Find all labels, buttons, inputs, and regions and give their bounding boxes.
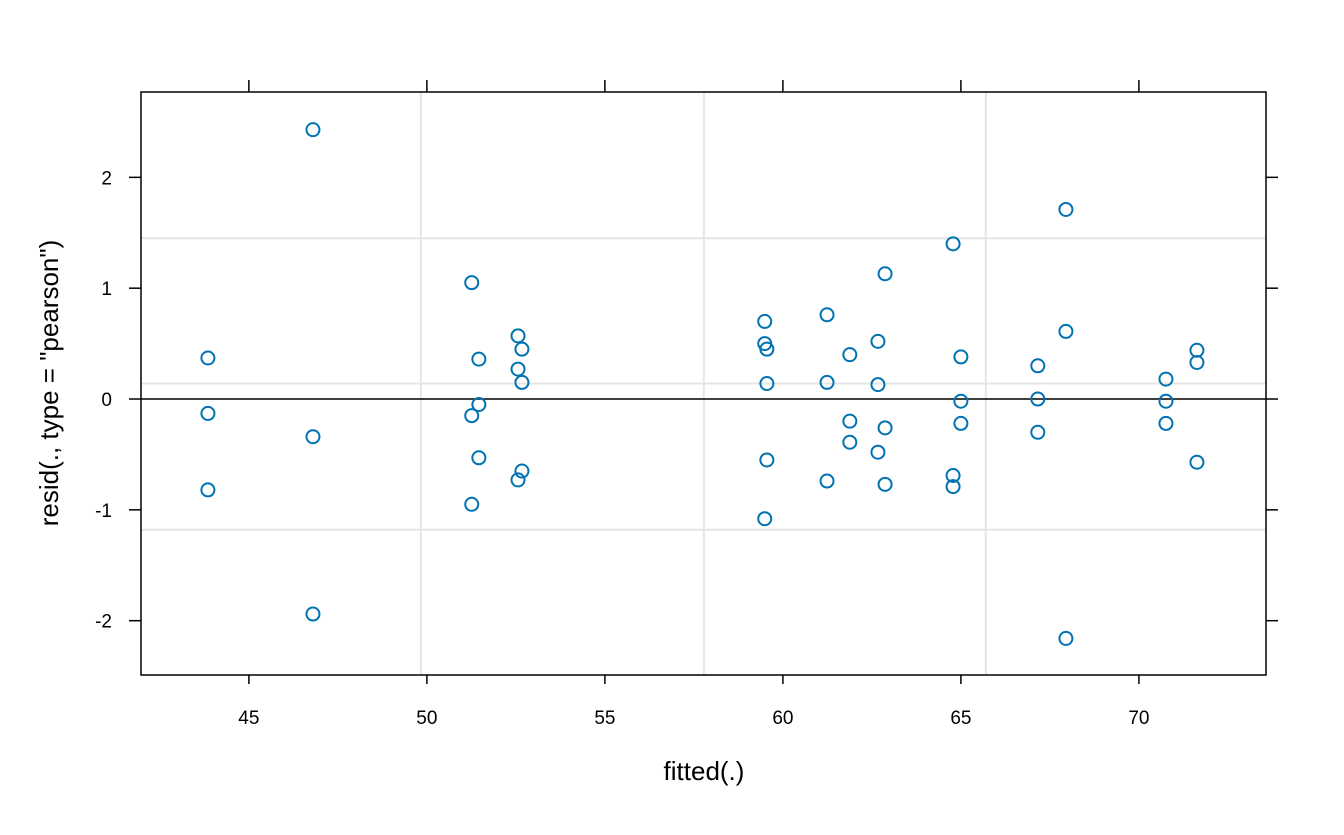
data-point <box>514 374 530 390</box>
data-point <box>464 275 480 291</box>
y-tick-label: 2 <box>101 168 112 189</box>
data-point <box>757 511 773 527</box>
data-point <box>953 415 969 431</box>
x-tick-label: 60 <box>772 708 793 729</box>
data-point <box>842 347 858 363</box>
x-tick-label: 65 <box>950 708 971 729</box>
data-point <box>1189 342 1205 358</box>
data-point <box>1158 393 1174 409</box>
data-point <box>870 377 886 393</box>
data-point <box>1158 415 1174 431</box>
data-point <box>945 236 961 252</box>
x-tick-label: 55 <box>594 708 615 729</box>
data-point <box>305 122 321 138</box>
data-point <box>514 341 530 357</box>
data-point <box>842 434 858 450</box>
data-point <box>1030 358 1046 374</box>
data-point <box>464 408 480 424</box>
data-point <box>471 450 487 466</box>
data-point <box>877 476 893 492</box>
x-tick-label: 70 <box>1128 708 1149 729</box>
data-point <box>759 341 775 357</box>
axis-ticks: 45 50 55 60 65 70 -2 -1 0 1 2 <box>95 80 1278 729</box>
data-point <box>305 606 321 622</box>
data-point <box>757 313 773 329</box>
data-point <box>510 361 526 377</box>
gridlines <box>141 92 1266 675</box>
data-point <box>1158 371 1174 387</box>
data-point <box>1030 424 1046 440</box>
data-point <box>305 429 321 445</box>
data-point <box>471 397 487 413</box>
y-tick-label: 1 <box>101 279 112 300</box>
data-point <box>1058 201 1074 217</box>
y-axis-label: resid(., type = "pearson") <box>34 240 64 527</box>
data-point <box>759 452 775 468</box>
data-point <box>1030 391 1046 407</box>
data-point <box>819 374 835 390</box>
data-point <box>1058 630 1074 646</box>
y-tick-label: -2 <box>95 612 112 633</box>
data-point <box>1189 454 1205 470</box>
x-tick-label: 45 <box>238 708 259 729</box>
data-point <box>200 405 216 421</box>
data-point <box>510 328 526 344</box>
data-point <box>945 467 961 483</box>
data-point <box>1058 323 1074 339</box>
data-point <box>945 479 961 495</box>
data-point <box>870 444 886 460</box>
data-point <box>870 333 886 349</box>
data-point <box>471 351 487 367</box>
data-point <box>877 266 893 282</box>
data-point <box>953 349 969 365</box>
data-point <box>200 350 216 366</box>
data-point <box>1189 354 1205 370</box>
data-point <box>200 482 216 498</box>
data-point <box>842 413 858 429</box>
data-point <box>953 393 969 409</box>
x-tick-label: 50 <box>416 708 437 729</box>
data-points <box>200 122 1205 646</box>
data-point <box>510 472 526 488</box>
data-point <box>819 473 835 489</box>
panel-border <box>140 91 1267 676</box>
data-point <box>514 463 530 479</box>
data-point <box>464 496 480 512</box>
data-point <box>819 307 835 323</box>
y-tick-label: 0 <box>101 390 112 411</box>
x-axis-label: fitted(.) <box>664 756 745 786</box>
data-point <box>877 420 893 436</box>
y-tick-label: -1 <box>95 501 112 522</box>
data-point <box>759 376 775 391</box>
